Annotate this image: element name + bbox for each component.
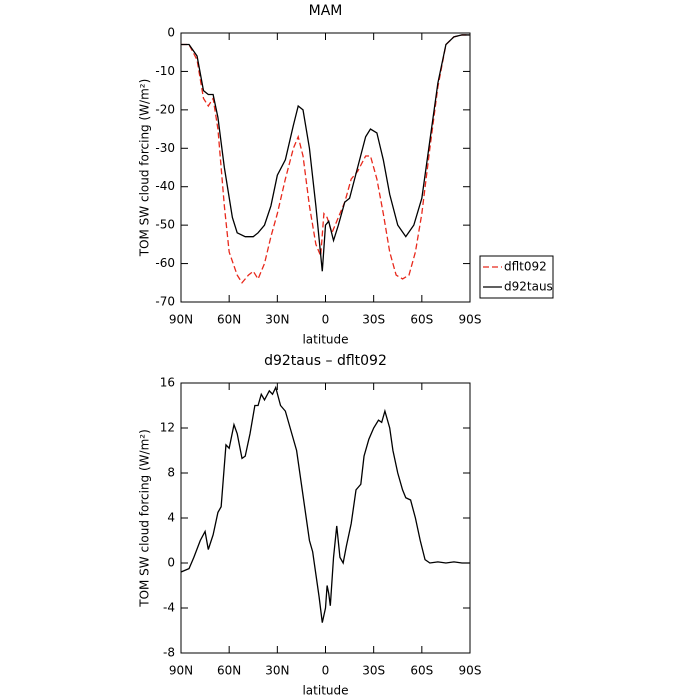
x-tick-label: 90N (169, 313, 193, 327)
y-tick-label: -40 (155, 179, 175, 193)
plot-frame (180, 382, 471, 654)
x-tick-label: 60S (410, 664, 433, 678)
x-tick-label: 60S (410, 313, 433, 327)
y-tick-label: 16 (160, 376, 175, 390)
y-tick-label: -30 (155, 141, 175, 155)
x-tick-label: 30S (362, 313, 385, 327)
y-tick-label: 8 (167, 466, 175, 480)
x-tick-label: 30N (265, 313, 289, 327)
y-tick-label: -50 (155, 218, 175, 232)
y-tick-label: -20 (155, 102, 175, 116)
x-tick-label: 90S (459, 313, 482, 327)
y-tick-label: 0 (167, 556, 175, 570)
chart-title: MAM (309, 3, 343, 19)
y-tick-label: -60 (155, 256, 175, 270)
x-tick-label: 30S (362, 664, 385, 678)
x-tick-label: 0 (322, 313, 330, 327)
x-tick-label: 30N (265, 664, 289, 678)
y-tick-label: 0 (167, 26, 175, 40)
y-tick-label: -10 (155, 64, 175, 78)
legend-box (479, 255, 554, 299)
data-line (180, 385, 470, 623)
x-tick-label: 90N (169, 664, 193, 678)
x-tick-label: 60N (217, 664, 241, 678)
x-tick-label: 0 (322, 664, 330, 678)
y-axis-label: TOM SW cloud forcing (W/m²) (138, 79, 152, 258)
legend-label: dflt092 (504, 260, 547, 274)
data-line (181, 34, 470, 284)
x-axis-label: latitude (302, 684, 348, 698)
y-axis-label: TOM SW cloud forcing (W/m²) (138, 429, 152, 608)
y-tick-label: -8 (163, 646, 175, 660)
chart-title: d92taus – dflt092 (264, 353, 387, 369)
legend-label: d92taus (504, 280, 553, 294)
y-tick-label: -70 (155, 295, 175, 309)
y-tick-label: 12 (160, 421, 175, 435)
x-axis-label: latitude (302, 333, 348, 347)
x-tick-label: 90S (459, 664, 482, 678)
data-line (181, 34, 470, 272)
y-tick-label: 4 (167, 511, 175, 525)
y-tick-label: -4 (163, 601, 175, 615)
x-tick-label: 60N (217, 313, 241, 327)
